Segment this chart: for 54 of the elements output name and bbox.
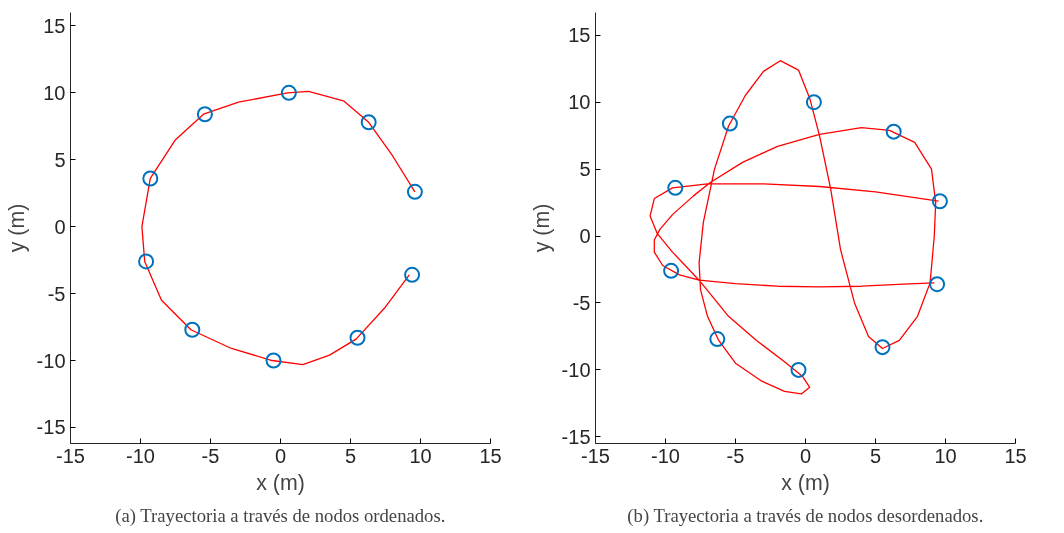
point [184, 321, 201, 338]
line-series [141, 90, 416, 366]
x-tick-label: -5 [201, 444, 220, 467]
x-tick-label: 15 [1004, 444, 1027, 467]
point [885, 123, 902, 140]
y-tick-label: -10 [561, 358, 591, 381]
text: (b) Trayectoria a través de nodos desordenados. [627, 504, 984, 527]
y-tick-label: 0 [54, 215, 66, 238]
point [349, 329, 366, 346]
x-tick-label: 15 [479, 444, 502, 467]
point [721, 115, 738, 132]
y-tick-label: 15 [568, 24, 591, 47]
x-tick-label: 10 [934, 444, 957, 467]
text: (a) Trayectoria a través de nodos ordenados. [115, 504, 446, 527]
x-axis-title: x (m) [781, 470, 830, 495]
y-tick-label: 10 [568, 91, 591, 114]
point [874, 339, 891, 356]
line-series [649, 60, 940, 395]
x-tick-label: 5 [869, 444, 882, 467]
x-tick-label: -10 [126, 444, 155, 467]
y-axis-title: y (m) [4, 203, 29, 253]
point [663, 262, 680, 279]
point [265, 352, 282, 369]
y-tick-label: 5 [579, 158, 591, 181]
point [406, 183, 423, 200]
y-tick-label: -15 [36, 416, 66, 439]
x-tick-label: -5 [726, 444, 745, 467]
x-tick-label: 5 [344, 444, 357, 467]
x-tick-label: -10 [651, 444, 680, 467]
point [667, 179, 684, 196]
y-tick-label: -15 [561, 425, 591, 448]
y-tick-label: 10 [43, 81, 66, 104]
x-tick-label: 0 [274, 444, 287, 467]
y-tick-label: 0 [579, 225, 591, 248]
point [931, 193, 948, 210]
y-tick-label: -10 [36, 349, 66, 372]
point [360, 114, 377, 131]
y-tick-label: 15 [43, 14, 66, 37]
point [280, 84, 297, 101]
point [138, 253, 155, 270]
point [142, 170, 159, 187]
x-tick-label: 10 [409, 444, 432, 467]
point [196, 106, 213, 123]
point [404, 266, 421, 283]
y-tick-label: -5 [572, 291, 591, 314]
y-axis-title: y (m) [529, 203, 554, 253]
x-axis-title: x (m) [256, 470, 305, 495]
point [805, 94, 822, 111]
point [790, 361, 807, 378]
y-tick-label: -5 [47, 282, 66, 305]
point [929, 276, 946, 293]
point [709, 331, 726, 348]
x-tick-label: 0 [799, 444, 812, 467]
y-tick-label: 5 [54, 148, 66, 171]
